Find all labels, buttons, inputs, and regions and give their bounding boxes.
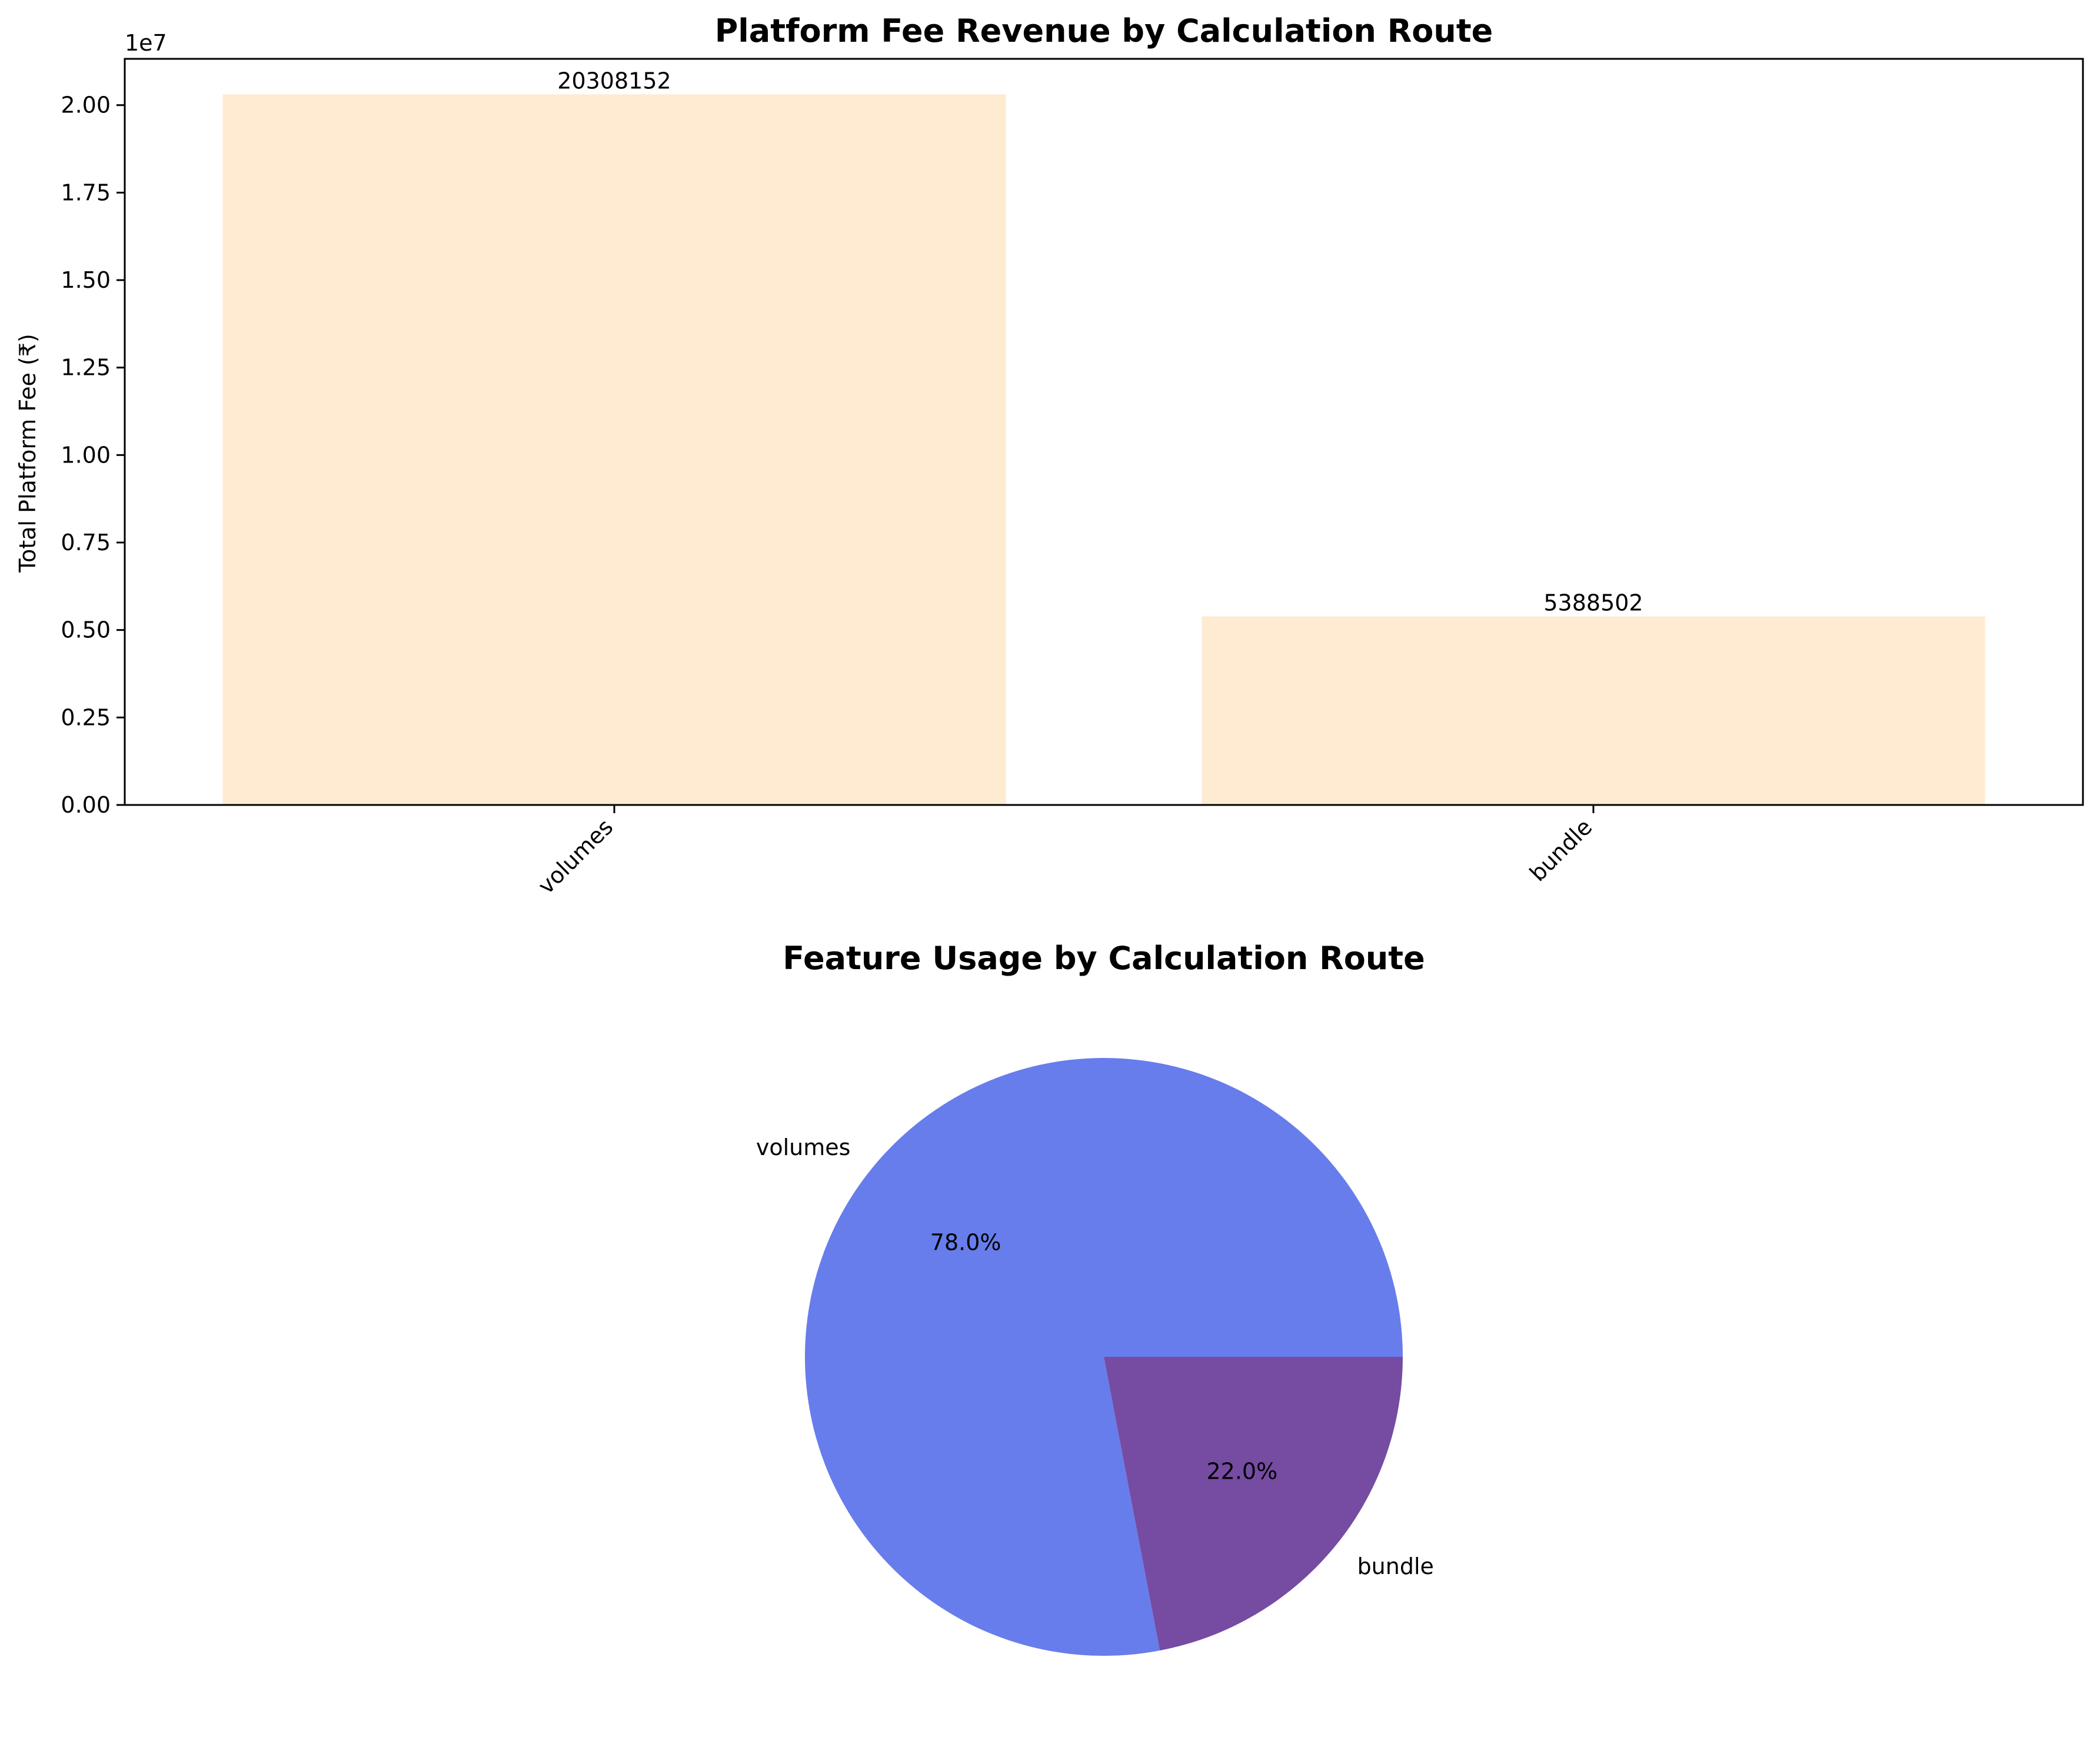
bar-series: 20308152 5388502 (222, 68, 1985, 805)
pie-slice-bundle (1104, 1357, 1403, 1651)
pie-pct-label: 78.0% (930, 1230, 1001, 1256)
y-tick-label: 1.25 (61, 355, 111, 381)
y-tick-label: 2.00 (61, 92, 111, 118)
pie-chart: Feature Usage by Calculation Route volum… (756, 940, 1434, 1656)
bar-chart-plot-frame (124, 58, 2084, 806)
bar-volumes (222, 94, 1006, 805)
y-tick-label: 0.00 (61, 792, 111, 818)
y-tick-label: 0.25 (61, 704, 111, 730)
y-tick-label: 1.75 (61, 179, 111, 205)
bar-value-label: 5388502 (1543, 590, 1643, 616)
bar-chart: Platform Fee Revenue by Calculation Rout… (15, 12, 2084, 899)
pie-label-volumes: volumes (756, 1134, 851, 1160)
y-axis-offset-label: 1e7 (125, 30, 167, 56)
y-axis-ticks: 0.00 0.25 0.50 0.75 1.00 1.25 1.50 1.75 2.00 (61, 92, 125, 818)
y-tick-label: 0.50 (61, 617, 111, 643)
bar-chart-title: Platform Fee Revenue by Calculation Rout… (715, 12, 1493, 49)
y-tick-label: 0.75 (61, 530, 111, 555)
pie-pct-label: 22.0% (1206, 1458, 1277, 1484)
pie-chart-title: Feature Usage by Calculation Route (783, 940, 1425, 977)
y-axis-label: Total Platform Fee (₹) (15, 334, 41, 573)
pie-label-bundle: bundle (1357, 1553, 1434, 1579)
y-tick-label: 1.00 (61, 442, 111, 468)
y-tick-label: 1.50 (61, 267, 111, 293)
bar-value-label: 20308152 (557, 68, 671, 94)
bar-bundle (1202, 616, 1985, 805)
pie-slices (805, 1057, 1403, 1656)
pie-labels: volumes 78.0% bundle 22.0% (756, 1134, 1434, 1579)
